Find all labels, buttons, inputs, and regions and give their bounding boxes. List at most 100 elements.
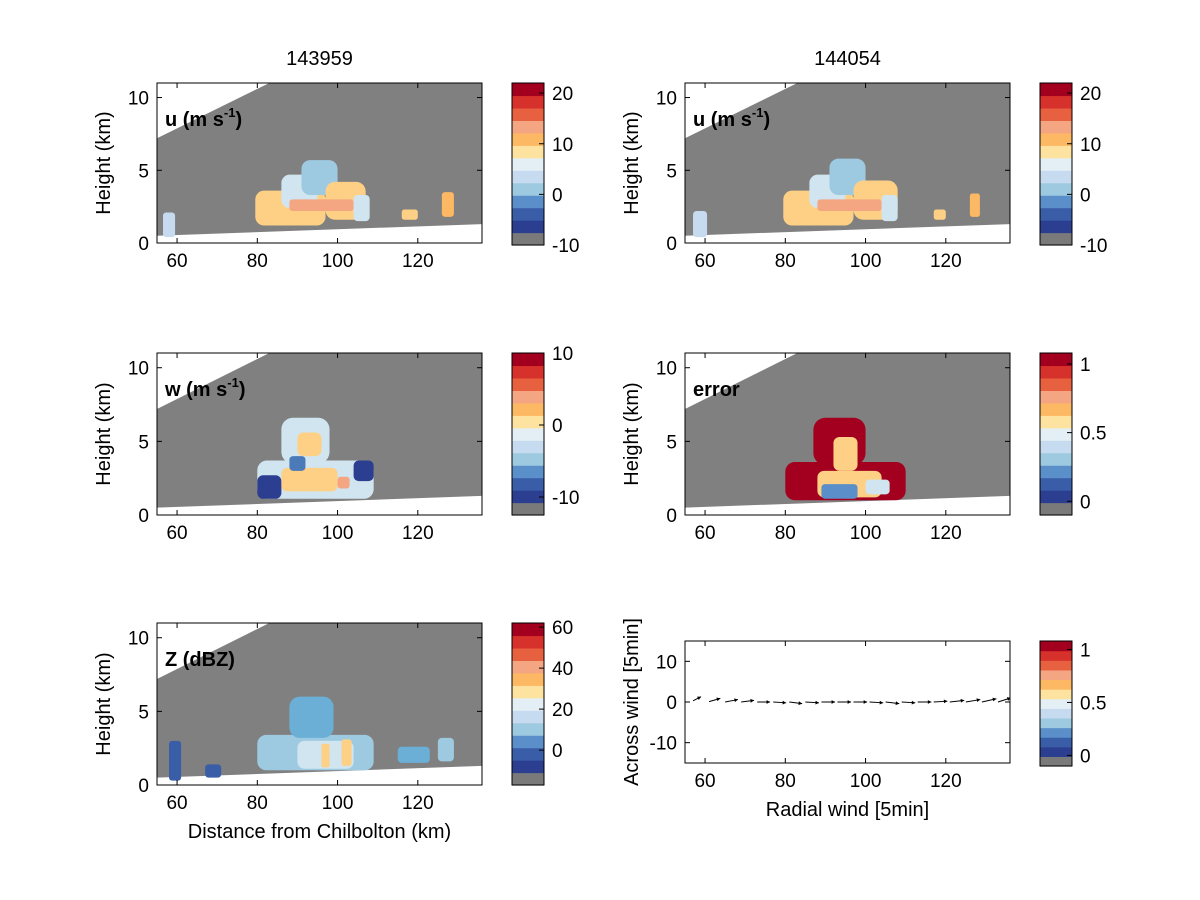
x-tick-label: 80: [775, 251, 796, 272]
colorbar-segment: [512, 83, 544, 97]
colorbar-segment: [512, 195, 544, 209]
plot-area: [157, 83, 482, 243]
panel-label-superscript: -1: [752, 105, 764, 120]
y-axis-label: Height (km): [93, 111, 115, 214]
colorbar-error: 10.50: [1039, 352, 1106, 516]
y-axis-label: Height (km): [621, 382, 643, 485]
data-region: [289, 199, 354, 211]
colorbar-tick-label: -10: [552, 236, 579, 257]
colorbar-segment: [512, 157, 544, 171]
y-axis-label: Height (km): [621, 111, 643, 214]
wind-arrow-head: [927, 700, 932, 704]
wind-arrow-head: [831, 700, 836, 704]
wind-arrow-head: [992, 697, 997, 702]
axes-frame: [684, 82, 1011, 244]
colorbar-segment: [1040, 402, 1072, 416]
panel-label-text: Z (dBZ): [165, 649, 235, 671]
colorbar-segment: [1040, 746, 1072, 757]
axes-frame: [156, 82, 483, 244]
colorbar-tick-label: 10: [552, 344, 573, 365]
colorbar-segment: [1040, 689, 1072, 700]
panel-u-left: 60 80 100 120 0 5 10 Height (km) 143959 u (m s-1): [93, 48, 483, 272]
panel-label-superscript: -1: [224, 105, 236, 120]
data-region: [817, 199, 882, 211]
colorbar-segment: [1040, 727, 1072, 738]
colorbar-tick-label: -10: [552, 488, 579, 509]
colorbar-segment: [512, 672, 544, 686]
colorbar-segment: [512, 465, 544, 479]
wind-arrow-head: [798, 701, 803, 706]
colorbar-segment: [512, 95, 544, 109]
plot-area: [685, 641, 1010, 763]
x-tick-label: 120: [402, 523, 434, 544]
panel-label: u (m s-1): [693, 105, 770, 131]
colorbar-segment: [1040, 145, 1072, 159]
colorbar-frame: [1039, 352, 1073, 516]
colorbar-segment: [1040, 353, 1072, 367]
x-tick-label: 120: [402, 251, 434, 272]
colorbar-segment: [512, 132, 544, 146]
colorbar-segment: [1040, 390, 1072, 404]
y-tick-label: 0: [138, 234, 149, 255]
data-region: [833, 436, 858, 471]
y-tick-label: 0: [666, 234, 677, 255]
axes-frame: [156, 352, 483, 516]
axes-frame: [156, 622, 483, 786]
data-region: [881, 195, 898, 222]
colorbar-segment: [512, 440, 544, 454]
colorbar-frame: [511, 82, 545, 246]
data-region: [289, 456, 306, 471]
colorbar-segment: [1040, 170, 1072, 184]
data-region: [401, 209, 418, 220]
colorbar-segment: [512, 635, 544, 649]
x-tick-label: 60: [166, 793, 187, 814]
x-tick-label: 60: [166, 523, 187, 544]
data-region: [969, 193, 980, 217]
colorbar-frame: [511, 352, 545, 516]
colorbar-segment: [1040, 232, 1072, 246]
colorbar-segment: [512, 760, 544, 774]
x-tick-label: 60: [694, 251, 715, 272]
wind-arrow-head: [960, 698, 965, 703]
x-tick-label: 80: [247, 251, 268, 272]
data-region: [289, 696, 334, 738]
colorbar-segment: [1040, 698, 1072, 709]
panel-label-superscript: -1: [227, 375, 239, 390]
plot-area: [157, 623, 482, 785]
wind-arrow-head: [1006, 697, 1010, 701]
colorbar-segment: [512, 647, 544, 661]
y-tick-label: 10: [656, 89, 677, 110]
y-tick-label: 0: [138, 506, 149, 527]
data-region: [169, 740, 182, 781]
panel-error: 60 80 100 120 0 5 10 Height (km) error: [621, 352, 1011, 544]
colorbar-segment: [1040, 756, 1072, 767]
panel-label-close: ): [239, 379, 246, 401]
data-region: [353, 460, 374, 482]
y-tick-label: 5: [666, 432, 677, 453]
wind-arrow-head: [716, 697, 721, 702]
panel-w-left: 60 80 100 120 0 5 10 Height (km) w (m s-1): [93, 352, 483, 544]
colorbar-segment: [512, 697, 544, 711]
y-tick-label: 0: [666, 693, 677, 714]
y-tick-label: 10: [128, 359, 149, 380]
data-region: [397, 746, 430, 763]
wind-arrow-head: [782, 700, 787, 705]
colorbar-wind: 10.50: [1039, 640, 1106, 767]
colorbar-segment: [512, 120, 544, 134]
panel-label-text: u (m s: [165, 109, 224, 131]
colorbar-u-right: 20 10 0 -10: [1039, 82, 1107, 257]
colorbar-segment: [512, 353, 544, 367]
colorbar-tick-label: 10: [1080, 135, 1101, 156]
colorbar-segment: [1040, 415, 1072, 429]
panel-label: u (m s-1): [165, 105, 242, 131]
wind-arrow-head: [911, 700, 916, 705]
panel-label: Z (dBZ): [165, 649, 235, 671]
wind-arrow-head: [895, 701, 900, 706]
plot-area: [685, 83, 1010, 243]
colorbar-segment: [512, 145, 544, 159]
column-title: 143959: [286, 48, 353, 70]
y-tick-label: 5: [666, 161, 677, 182]
wind-arrow-head: [766, 700, 771, 704]
data-region: [337, 476, 350, 489]
